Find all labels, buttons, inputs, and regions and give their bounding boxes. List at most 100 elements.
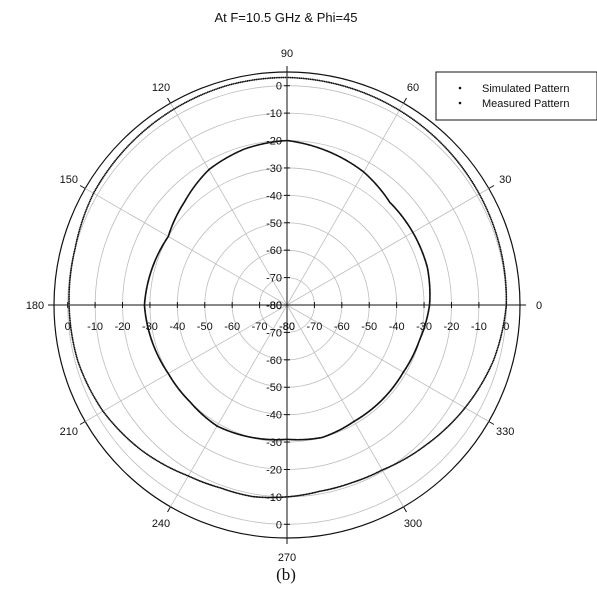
data-point <box>487 212 490 214</box>
angle-tick-label: 60 <box>407 82 419 94</box>
data-point <box>385 467 388 470</box>
data-point <box>129 439 132 442</box>
data-point <box>183 102 186 104</box>
data-point <box>68 300 70 303</box>
data-point <box>442 144 445 147</box>
data-point <box>491 361 494 363</box>
data-point <box>502 324 505 327</box>
data-point <box>503 321 505 324</box>
data-point <box>293 76 296 79</box>
data-point <box>70 329 73 332</box>
data-point <box>361 91 364 94</box>
data-point <box>406 456 408 459</box>
data-point <box>94 398 97 401</box>
data-point <box>487 370 490 373</box>
data-point <box>87 203 90 206</box>
angle-tick-mark <box>403 506 407 513</box>
data-point <box>505 307 507 310</box>
data-point <box>482 379 485 382</box>
data-point <box>215 88 218 91</box>
data-point <box>399 460 402 463</box>
angle-tick-label: 240 <box>152 518 170 530</box>
data-point <box>262 77 265 80</box>
data-point <box>452 155 455 158</box>
data-point <box>85 380 88 383</box>
data-point <box>427 130 430 133</box>
data-point <box>343 484 346 487</box>
data-point <box>323 80 326 83</box>
data-point <box>190 98 193 101</box>
data-point <box>501 329 504 332</box>
data-point <box>209 483 211 486</box>
data-point <box>378 470 381 473</box>
data-point <box>155 459 158 462</box>
data-point <box>73 250 76 253</box>
data-point <box>448 423 451 426</box>
data-point <box>373 96 375 98</box>
data-point <box>243 80 245 83</box>
data-point <box>137 135 140 137</box>
data-point <box>117 155 120 158</box>
angle-tick-mark <box>79 421 86 425</box>
data-point <box>79 368 82 371</box>
data-point <box>354 88 357 91</box>
data-point <box>69 321 72 324</box>
data-point <box>436 138 439 141</box>
data-point <box>220 487 223 490</box>
data-point <box>366 476 369 478</box>
data-point <box>70 331 73 334</box>
data-point <box>339 485 342 488</box>
data-point <box>313 491 315 494</box>
data-point <box>223 85 226 88</box>
data-point <box>86 206 88 209</box>
data-point <box>283 139 286 142</box>
data-point <box>270 496 273 499</box>
data-point <box>442 429 445 432</box>
data-point <box>147 454 150 457</box>
data-point <box>88 202 90 204</box>
data-point <box>87 385 90 388</box>
data-point <box>378 98 380 101</box>
data-point <box>90 391 93 394</box>
data-point <box>150 123 153 126</box>
data-point <box>168 111 171 113</box>
data-point <box>314 79 317 81</box>
data-point <box>359 478 362 481</box>
data-point <box>386 466 389 469</box>
chart-title: At F=10.5 GHz & Phi=45 <box>214 10 358 25</box>
data-point <box>296 77 299 79</box>
data-point <box>494 230 497 232</box>
angle-tick-label: 300 <box>404 518 422 530</box>
radial-tick-label: -40 <box>169 321 185 333</box>
data-point <box>408 116 411 119</box>
data-point <box>68 288 71 291</box>
data-point <box>291 76 294 79</box>
data-point <box>501 328 504 330</box>
data-point <box>68 316 71 318</box>
polar-axes: 0 30 60 90 120 150 180 210 240 270 300 330 0 0 0 0 -10 -1… <box>26 48 542 564</box>
data-point <box>69 274 72 277</box>
data-point <box>240 493 243 496</box>
data-point <box>498 343 500 345</box>
data-point <box>450 152 452 155</box>
data-point <box>225 489 228 491</box>
data-point <box>208 90 211 93</box>
data-point <box>100 407 103 410</box>
data-point <box>190 476 193 479</box>
data-point <box>486 373 488 376</box>
data-point <box>503 271 506 273</box>
data-point <box>98 181 101 184</box>
data-point <box>243 493 246 496</box>
data-point <box>99 180 102 182</box>
data-point <box>93 190 96 193</box>
data-point <box>255 78 258 81</box>
data-point <box>469 177 472 180</box>
data-point <box>79 366 82 369</box>
data-point <box>123 434 126 437</box>
data-point <box>416 121 418 124</box>
data-point <box>95 400 98 403</box>
data-point <box>76 360 79 362</box>
data-point <box>90 197 93 200</box>
data-point <box>120 431 123 434</box>
angle-tick-mark <box>488 421 495 425</box>
